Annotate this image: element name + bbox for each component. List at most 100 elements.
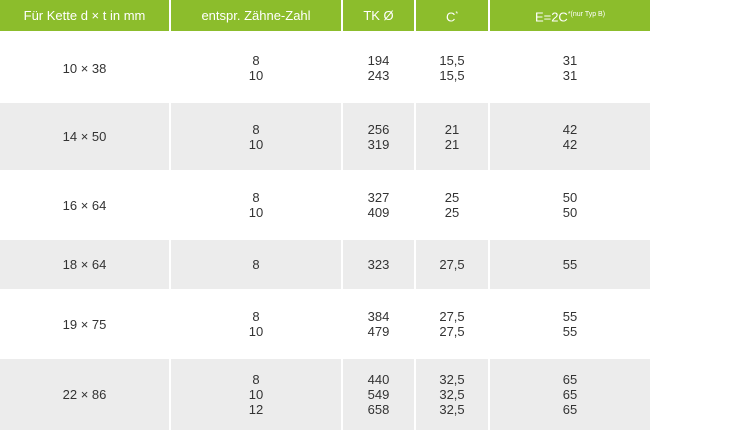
cell-value: 50 xyxy=(562,205,578,220)
table-row: 10 × 38 8 10 194 243 15,5 15,5 31 31 xyxy=(0,33,650,103)
cell-value: 327 xyxy=(367,190,390,205)
cell-value: 55 xyxy=(562,257,578,272)
cell-e: 55 55 xyxy=(490,289,650,359)
header-text: E=2C xyxy=(534,9,568,25)
header-tk: TK Ø xyxy=(343,0,416,33)
cell-value: 42 xyxy=(562,121,578,137)
header-label: entspr. Zähne-Zahl xyxy=(201,8,311,23)
cell-value: 658 xyxy=(367,402,390,417)
table-header: Für Kette d × t in mm entspr. Zähne-Zahl… xyxy=(0,0,650,33)
cell-chain-size: 14 × 50 xyxy=(0,103,171,170)
cell-value: 55 xyxy=(562,324,578,339)
cell-value: 65 xyxy=(562,402,578,417)
header-label: C* xyxy=(446,7,458,24)
cell-value: 409 xyxy=(367,205,390,220)
cell-tk: 194 243 xyxy=(343,33,416,103)
cell-value: 18 × 64 xyxy=(62,257,107,272)
cell-chain-size: 22 × 86 xyxy=(0,359,171,430)
cell-value: 25 xyxy=(444,205,460,220)
cell-c: 15,5 15,5 xyxy=(416,33,490,103)
cell-value: 479 xyxy=(367,324,390,339)
table-row: 22 × 86 8 10 12 440 549 658 32,5 32,5 32,5 65 65 65 xyxy=(0,359,650,430)
header-e: E=2C*(nur Typ B) xyxy=(490,0,650,33)
cell-value: 194 xyxy=(367,53,390,68)
cell-value: 10 xyxy=(248,68,264,83)
cell-value: 25 xyxy=(444,190,460,205)
cell-value: 384 xyxy=(367,309,390,324)
cell-tk: 256 319 xyxy=(343,103,416,170)
cell-value: 22 × 86 xyxy=(62,387,107,402)
cell-value: 8 xyxy=(252,53,260,68)
cell-value: 27,5 xyxy=(439,309,465,324)
cell-e: 50 50 xyxy=(490,170,650,240)
cell-value: 323 xyxy=(367,257,390,272)
cell-value: 15,5 xyxy=(439,53,465,68)
cell-value: 27,5 xyxy=(439,257,465,272)
cell-value: 42 xyxy=(562,136,578,152)
cell-teeth: 8 10 xyxy=(171,33,343,103)
cell-tk: 384 479 xyxy=(343,289,416,359)
header-sup: * xyxy=(455,10,459,18)
cell-value: 10 × 38 xyxy=(62,60,107,76)
cell-c: 25 25 xyxy=(416,170,490,240)
cell-value: 31 xyxy=(562,68,578,83)
header-text: C xyxy=(445,9,456,25)
cell-e: 31 31 xyxy=(490,33,650,103)
cell-value: 8 xyxy=(252,121,260,137)
cell-value: 65 xyxy=(562,387,578,402)
header-sup: *(nur Typ B) xyxy=(567,10,606,18)
cell-c: 27,5 27,5 xyxy=(416,289,490,359)
cell-teeth: 8 10 12 xyxy=(171,359,343,430)
cell-value: 8 xyxy=(252,257,260,272)
cell-teeth: 8 10 xyxy=(171,103,343,170)
cell-value: 65 xyxy=(562,372,578,387)
cell-chain-size: 19 × 75 xyxy=(0,289,171,359)
cell-value: 8 xyxy=(252,309,260,324)
header-chain-size: Für Kette d × t in mm xyxy=(0,0,171,33)
header-label: E=2C*(nur Typ B) xyxy=(535,7,605,24)
table-row: 19 × 75 8 10 384 479 27,5 27,5 55 55 xyxy=(0,289,650,359)
header-label: Für Kette d × t in mm xyxy=(23,8,146,23)
cell-value: 32,5 xyxy=(439,402,465,417)
header-c: C* xyxy=(416,0,490,33)
cell-c: 27,5 xyxy=(416,240,490,289)
cell-value: 10 xyxy=(248,136,264,152)
cell-tk: 327 409 xyxy=(343,170,416,240)
table-row: 16 × 64 8 10 327 409 25 25 50 50 xyxy=(0,170,650,240)
cell-chain-size: 16 × 64 xyxy=(0,170,171,240)
cell-chain-size: 10 × 38 xyxy=(0,33,171,103)
cell-value: 32,5 xyxy=(439,387,465,402)
cell-value: 21 xyxy=(444,136,460,152)
table-row: 18 × 64 8 323 27,5 55 xyxy=(0,240,650,289)
cell-value: 319 xyxy=(367,136,390,152)
cell-value: 10 xyxy=(248,324,264,339)
cell-e: 55 xyxy=(490,240,650,289)
cell-e: 65 65 65 xyxy=(490,359,650,430)
cell-value: 8 xyxy=(252,372,260,387)
cell-value: 440 xyxy=(367,372,390,387)
cell-value: 19 × 75 xyxy=(62,316,107,332)
chain-table: Für Kette d × t in mm entspr. Zähne-Zahl… xyxy=(0,0,650,430)
cell-value: 21 xyxy=(444,121,460,137)
cell-teeth: 8 xyxy=(171,240,343,289)
cell-teeth: 8 10 xyxy=(171,170,343,240)
cell-value: 15,5 xyxy=(439,68,465,83)
header-label: TK Ø xyxy=(363,8,394,23)
cell-value: 32,5 xyxy=(439,372,465,387)
header-teeth: entspr. Zähne-Zahl xyxy=(171,0,343,33)
cell-e: 42 42 xyxy=(490,103,650,170)
table-row: 14 × 50 8 10 256 319 21 21 42 42 xyxy=(0,103,650,170)
cell-value: 31 xyxy=(562,53,578,68)
cell-value: 14 × 50 xyxy=(62,129,107,144)
cell-c: 32,5 32,5 32,5 xyxy=(416,359,490,430)
cell-value: 10 xyxy=(248,205,264,220)
cell-c: 21 21 xyxy=(416,103,490,170)
cell-teeth: 8 10 xyxy=(171,289,343,359)
cell-value: 55 xyxy=(562,309,578,324)
cell-value: 16 × 64 xyxy=(62,197,107,213)
cell-value: 10 xyxy=(248,387,264,402)
cell-value: 12 xyxy=(248,402,264,417)
cell-chain-size: 18 × 64 xyxy=(0,240,171,289)
cell-value: 243 xyxy=(367,68,390,83)
cell-value: 256 xyxy=(367,121,390,137)
